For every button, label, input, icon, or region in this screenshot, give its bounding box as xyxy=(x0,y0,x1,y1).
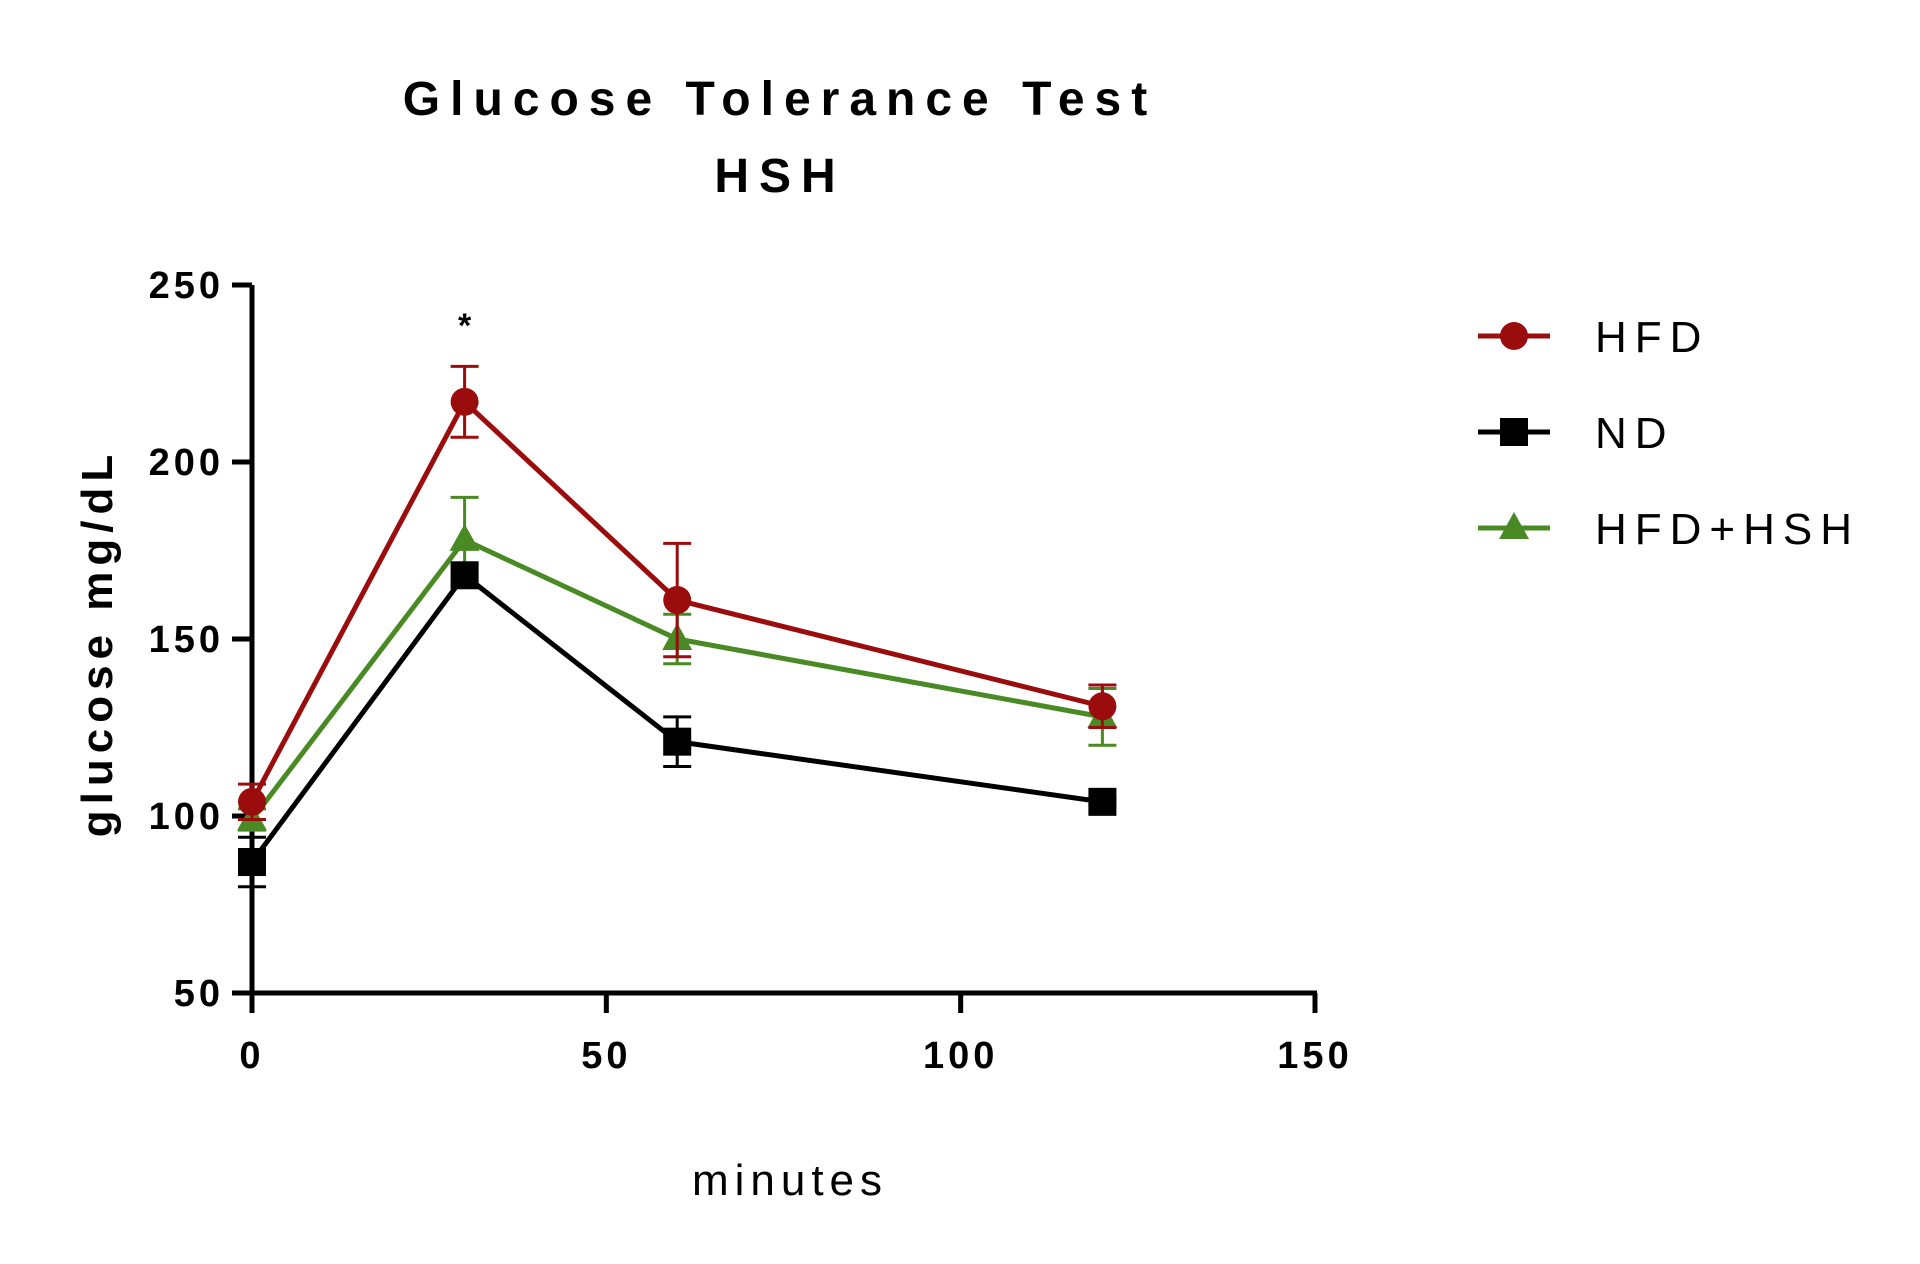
legend-item: ND xyxy=(1478,409,1675,458)
axes: 50 100 150 200 250 0 50 100 150 xyxy=(149,265,1352,1077)
legend-label: ND xyxy=(1595,409,1675,458)
x-tick-label: 150 xyxy=(1277,1035,1352,1077)
series-line xyxy=(249,399,1104,804)
series-line xyxy=(249,572,1103,864)
series-layer: * xyxy=(237,307,1118,889)
data-point xyxy=(449,523,480,551)
y-tick-label: 250 xyxy=(149,265,224,307)
chart-subtitle: HSH xyxy=(714,150,845,203)
y-tick-label: 200 xyxy=(149,442,224,484)
y-tick-label: 100 xyxy=(149,796,224,838)
data-point xyxy=(663,727,692,756)
y-axis-label: glucose mg/dL xyxy=(73,449,122,837)
data-point xyxy=(1088,692,1117,721)
series-hfd xyxy=(238,364,1117,822)
data-point xyxy=(450,387,479,416)
chart-title: Glucose Tolerance Test xyxy=(403,73,1157,126)
x-tick-label: 100 xyxy=(923,1035,998,1077)
legend-marker xyxy=(1499,512,1529,539)
legend: HFD ND HFD+HSH xyxy=(1478,313,1860,554)
legend-marker xyxy=(1500,322,1528,350)
legend-marker xyxy=(1500,418,1528,446)
legend-label: HFD+HSH xyxy=(1595,505,1860,554)
data-point xyxy=(238,787,266,816)
legend-item: HFD+HSH xyxy=(1478,505,1860,554)
data-point xyxy=(663,586,692,615)
data-point xyxy=(1088,787,1117,816)
x-tick-label: 50 xyxy=(581,1035,631,1077)
y-tick-label: 50 xyxy=(174,973,224,1015)
data-point xyxy=(238,848,266,877)
series-line xyxy=(250,537,1103,822)
legend-item: HFD xyxy=(1478,313,1709,362)
legend-label: HFD xyxy=(1595,313,1709,362)
x-axis-label: minutes xyxy=(692,1156,888,1205)
x-tick-label: 0 xyxy=(239,1035,264,1077)
significance-marker: * xyxy=(458,307,472,345)
series-nd xyxy=(238,561,1117,889)
data-point xyxy=(450,561,479,590)
y-tick-label: 150 xyxy=(149,619,224,661)
